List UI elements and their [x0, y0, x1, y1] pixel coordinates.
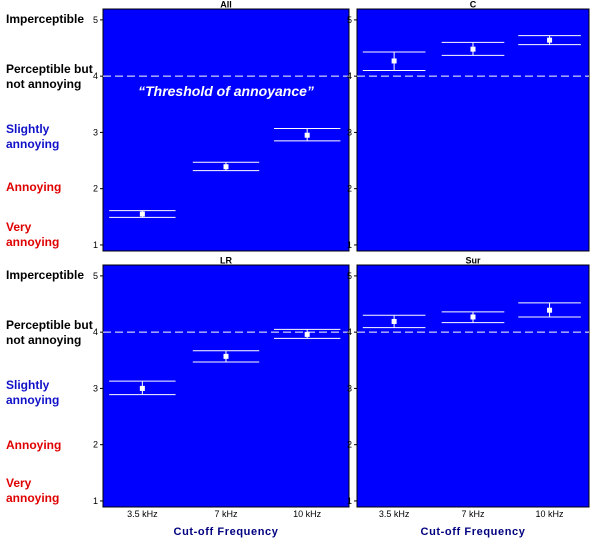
chart-panel-4: Sur 1 2 3 4 5 3.5 kHz 7 kHz 10 kHz Cut-off Freque… [347, 256, 590, 538]
data-point [304, 331, 310, 337]
y-tick-label: 3 [93, 127, 98, 137]
y-tick-label: 2 [93, 184, 98, 194]
scale-label-very-annoying-2: Very annoying [6, 476, 60, 505]
y-tick-label: 1 [93, 496, 98, 506]
y-tick-label: 4 [93, 71, 98, 81]
chart-panel-2: C 1 2 3 4 5 [347, 0, 590, 252]
panel-title: Sur [465, 256, 481, 266]
y-tick-label: 5 [93, 15, 98, 25]
data-point [547, 37, 553, 43]
scale-label-slightly-annoying-2: Slightly annoying [6, 378, 60, 407]
y-tick-label: 1 [347, 240, 352, 250]
panel-title: C [470, 0, 477, 10]
data-point [223, 353, 229, 359]
data-point [391, 58, 397, 64]
y-tick-label: 1 [347, 496, 352, 506]
scale-label-slightly-annoying: Slightly annoying [6, 122, 60, 151]
panel-title: All [220, 0, 232, 10]
data-point [391, 318, 397, 324]
plot-area [356, 264, 590, 508]
x-tick-label: 3.5 kHz [127, 509, 158, 519]
panel-title: LR [220, 256, 232, 266]
scale-label-annoying-2: Annoying [6, 438, 62, 452]
x-tick-label: 10 kHz [293, 509, 322, 519]
scale-label-annoying: Annoying [6, 180, 62, 194]
data-point [223, 164, 229, 170]
y-tick-label: 1 [93, 240, 98, 250]
x-tick-label: 7 kHz [214, 509, 238, 519]
y-tick-label: 4 [347, 71, 352, 81]
data-point [547, 307, 553, 313]
data-point [470, 46, 476, 52]
threshold-annotation: “Threshold of annoyance” [138, 83, 314, 99]
y-tick-label: 5 [347, 15, 352, 25]
chart-panel-3: LR 1 2 3 4 5 3.5 kHz 7 kHz 10 kHz Cut-off Frequen… [93, 256, 350, 538]
scale-label-very-annoying: Very annoying [6, 220, 60, 249]
scale-label-imperceptible: Imperceptible [6, 12, 85, 26]
y-tick-label: 4 [93, 327, 98, 337]
data-point [139, 211, 145, 217]
y-tick-label: 3 [347, 383, 352, 393]
data-point [139, 385, 145, 391]
y-tick-label: 2 [347, 440, 352, 450]
data-point [470, 314, 476, 320]
y-tick-label: 2 [347, 184, 352, 194]
scale-label-imperceptible-2: Imperceptible [6, 268, 85, 282]
y-tick-label: 3 [347, 127, 352, 137]
x-tick-label: 3.5 kHz [379, 509, 410, 519]
y-tick-label: 5 [347, 271, 352, 281]
y-tick-label: 3 [93, 383, 98, 393]
x-axis-title: Cut-off Frequency [421, 526, 526, 538]
y-tick-label: 2 [93, 440, 98, 450]
x-tick-label: 7 kHz [461, 509, 485, 519]
scale-label-perceptible-2: Perceptible but not annoying [6, 318, 93, 347]
x-axis-title: Cut-off Frequency [174, 526, 279, 538]
x-tick-label: 10 kHz [536, 509, 565, 519]
chart-panel-1: All 1 2 3 4 5 “Threshold of annoyance” [93, 0, 350, 252]
y-tick-label: 4 [347, 327, 352, 337]
scale-label-perceptible: Perceptible but not annoying [6, 62, 93, 91]
data-point [304, 132, 310, 138]
y-tick-label: 5 [93, 271, 98, 281]
